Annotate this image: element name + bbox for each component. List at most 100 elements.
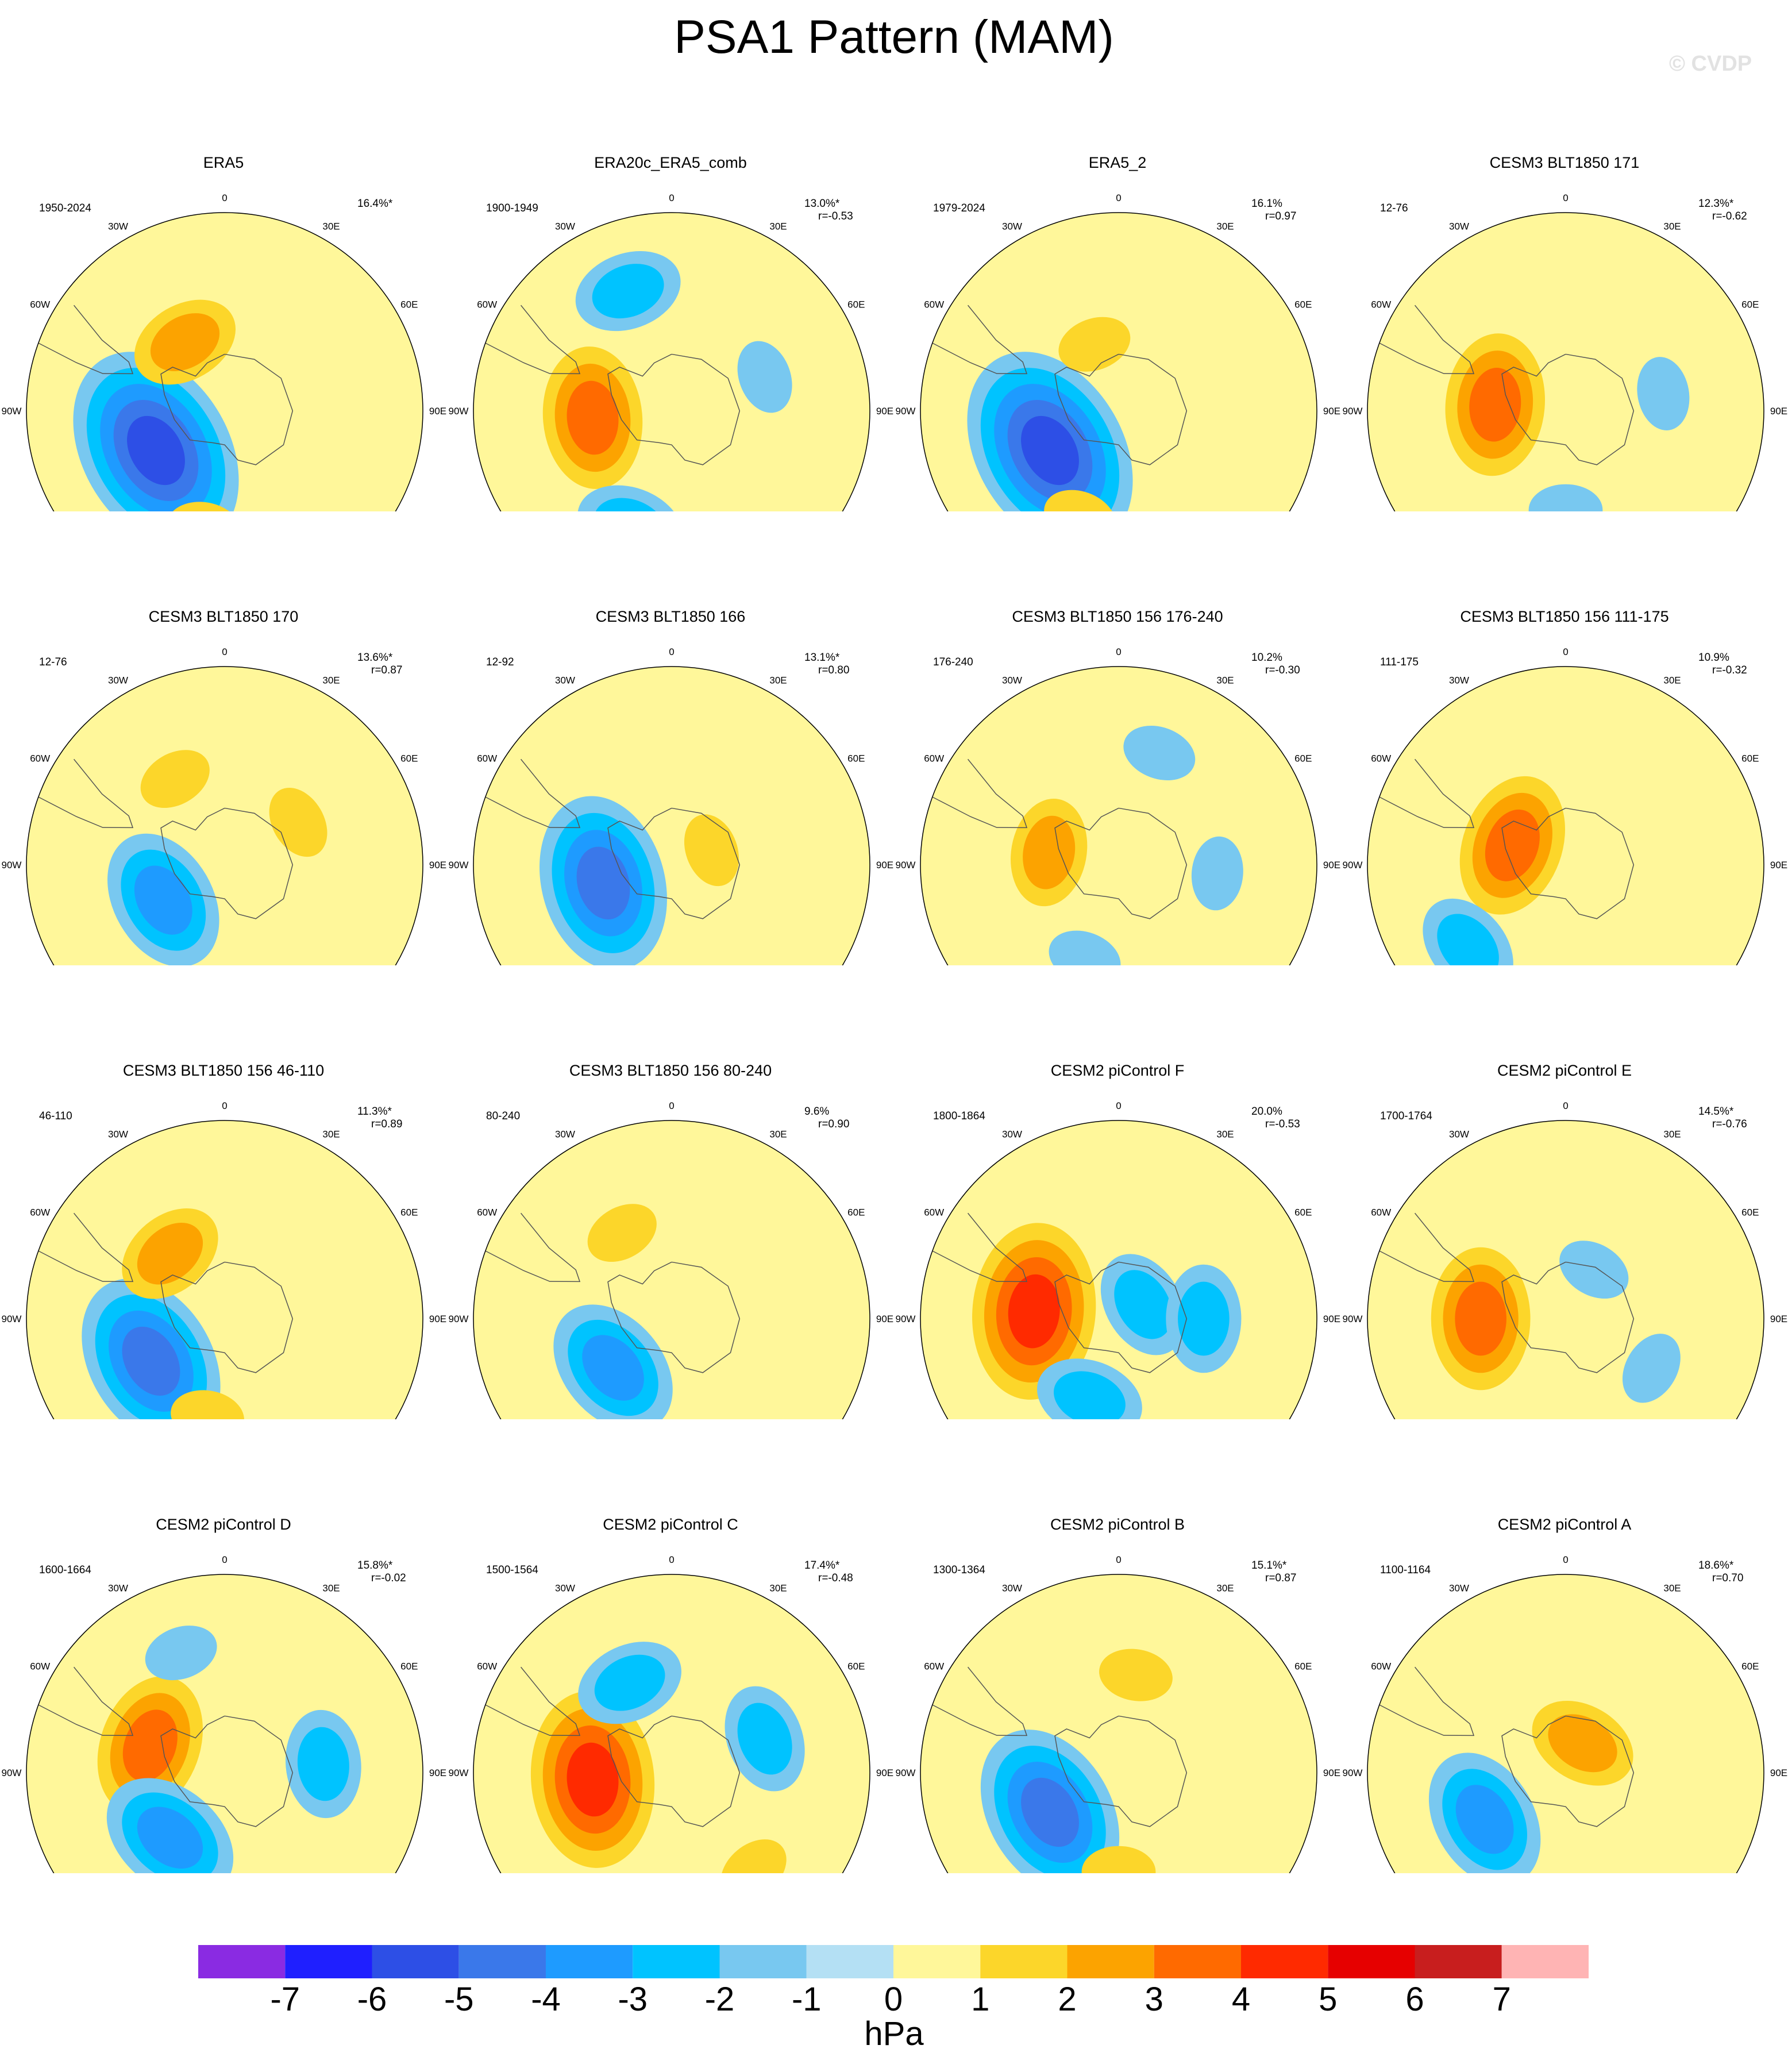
longitude-label: 30E [769, 1129, 787, 1140]
anomaly-center [1431, 1247, 1531, 1391]
panel-title: CESM3 BLT1850 156 80-240 [569, 1062, 772, 1079]
longitude-label: 30E [1216, 221, 1234, 232]
longitude-label: 30W [1449, 1129, 1469, 1140]
anomaly-center [578, 1642, 681, 1724]
contour-band [737, 341, 792, 413]
contour-band [137, 1222, 203, 1285]
map-panel: 030E60E90E120E150E180150W120W90W60W30WCE… [0, 1419, 447, 1873]
colorbar-swatch [1415, 1945, 1502, 1978]
map-panel: 030E60E90E120E150E180150W120W90W60W30WCE… [1341, 57, 1788, 511]
colorbar-tick: -1 [791, 1981, 822, 2018]
longitude-label: 90E [1770, 406, 1787, 417]
longitude-label: 0 [222, 1100, 227, 1111]
panel-title: CESM3 BLT1850 170 [148, 608, 299, 625]
longitude-label: 60E [400, 299, 418, 310]
colorbar-swatch [458, 1945, 546, 1978]
south-america-coastline [932, 758, 1028, 829]
south-america-coastline [932, 1666, 1028, 1736]
colorbar-swatch [198, 1945, 286, 1978]
antarctic-coastline [1054, 1715, 1188, 1827]
polar-map: 030E60E90E120E150E180150W120W90W60W30W [896, 646, 1340, 965]
colorbar-tick: 0 [884, 1981, 903, 2018]
longitude-label: 90W [1343, 1314, 1363, 1324]
panel-variance: 10.9% [1698, 652, 1729, 664]
anomaly-center [542, 346, 643, 489]
longitude-label: 90W [2, 1767, 22, 1778]
anomaly-center [107, 833, 219, 965]
longitude-label: 90W [896, 1767, 916, 1778]
longitude-label: 60W [924, 1661, 944, 1672]
panel-correlation: r=-0.48 [818, 1572, 853, 1584]
contour-band [576, 846, 630, 920]
south-america-coastline [485, 758, 581, 829]
panel-correlation: r=0.70 [1712, 1572, 1744, 1584]
longitude-label: 90E [1323, 860, 1340, 871]
antarctic-coastline [1501, 807, 1635, 919]
colorbar-tick: 5 [1319, 1981, 1338, 2018]
longitude-label: 30E [322, 675, 340, 686]
antarctic-coastline [160, 807, 294, 919]
panel-correlation: r=0.97 [1265, 210, 1297, 222]
antarctic-coastline [607, 807, 741, 919]
contour-band [1049, 930, 1121, 965]
panel-title: CESM2 piControl F [1050, 1062, 1185, 1079]
longitude-label: 60E [847, 1661, 865, 1672]
longitude-label: 90E [876, 860, 893, 871]
map-boundary [26, 666, 423, 965]
colorbar-swatch [1241, 1945, 1328, 1978]
panel-variance: 20.0% [1251, 1106, 1282, 1118]
map-boundary [1367, 1574, 1764, 1873]
anomaly-center [577, 485, 683, 511]
polar-map: 030E60E90E120E150E180150W120W90W60W30W [2, 1554, 446, 1873]
panel-years: 12-92 [486, 656, 514, 668]
longitude-label: 90W [2, 1314, 22, 1324]
contour-band [1455, 1281, 1506, 1356]
figure-title: PSA1 Pattern (MAM) [674, 11, 1114, 63]
longitude-label: 60W [1371, 1661, 1391, 1672]
anomaly-center [1528, 484, 1603, 511]
contour-band [297, 1727, 349, 1801]
south-america-coastline [1379, 758, 1475, 829]
map-boundary [473, 666, 870, 965]
anomaly-center [1532, 1700, 1633, 1786]
contour-band [1485, 809, 1540, 881]
antarctic-coastline [1501, 1715, 1635, 1827]
panel-variance: 16.1% [1251, 198, 1282, 210]
map-panel: 030E60E90E120E150E180150W120W90W60W30WCE… [1341, 1419, 1788, 1873]
polar-map: 030E60E90E120E150E180150W120W90W60W30W [1343, 192, 1787, 511]
longitude-label: 0 [1116, 1554, 1121, 1565]
contour-band [567, 1742, 619, 1817]
south-america-coastline [38, 305, 134, 375]
colorbar-swatch [1328, 1945, 1415, 1978]
colorbar-tick: 2 [1058, 1981, 1077, 2018]
anomaly-center [122, 1208, 218, 1299]
longitude-label: 60W [30, 1207, 50, 1218]
longitude-label: 0 [222, 1554, 227, 1565]
south-america-coastline [1379, 1212, 1475, 1283]
anomaly-center [575, 251, 681, 332]
contour-band [1637, 357, 1690, 430]
longitude-label: 90E [429, 860, 446, 871]
contour-band [1021, 1777, 1079, 1847]
panel-variance: 10.2% [1251, 652, 1282, 664]
panel-variance: 16.4%* [357, 198, 393, 210]
map-background [473, 1120, 870, 1419]
watermark: © CVDP [1669, 52, 1752, 76]
panel-years: 46-110 [39, 1110, 72, 1122]
colorbar-tick: 3 [1145, 1981, 1163, 2018]
south-america-coastline [38, 1212, 134, 1283]
polar-map: 030E60E90E120E150E180150W120W90W60W30W [1343, 1100, 1787, 1419]
polar-map: 030E60E90E120E150E180150W120W90W60W30W [896, 192, 1340, 511]
contour-band [150, 313, 220, 371]
panel-variance: 13.6%* [357, 652, 393, 664]
longitude-label: 90E [429, 1767, 446, 1778]
contour-band [587, 1204, 657, 1262]
map-panel: 030E60E90E120E150E180150W120W90W60W30WCE… [0, 511, 447, 965]
contour-band [127, 415, 185, 486]
anomaly-center [1637, 357, 1690, 430]
anomaly-center [720, 1839, 787, 1873]
contour-band [737, 1703, 792, 1775]
anomaly-center [1037, 1358, 1142, 1419]
panel-years: 12-76 [1380, 202, 1408, 214]
contour-band [145, 1626, 217, 1681]
